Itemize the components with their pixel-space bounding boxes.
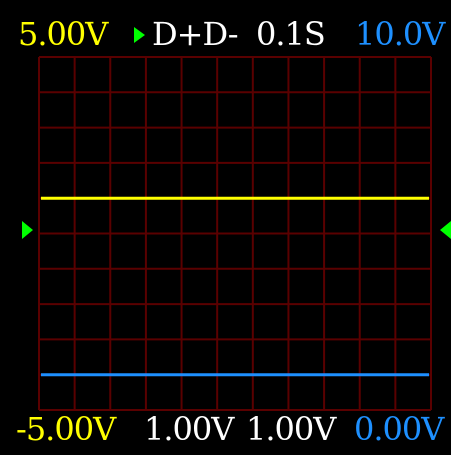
timebase-label: 0.1S	[256, 15, 326, 53]
channel1-scale-label: 5.00V	[18, 15, 108, 53]
channel1-reading: 1.00V	[144, 410, 234, 448]
play-arrow-icon	[134, 27, 145, 43]
channel2-reading: 1.00V	[246, 410, 336, 448]
max-value-label: 0.00V	[354, 410, 444, 448]
right-trigger-marker-icon	[440, 221, 451, 239]
min-value-label: -5.00V	[16, 410, 116, 448]
left-trigger-marker-icon	[22, 221, 33, 239]
channel2-scale-label: 10.0V	[355, 15, 445, 53]
mode-label: D+D-	[152, 15, 239, 53]
grid	[38, 56, 432, 411]
traces	[41, 196, 429, 377]
